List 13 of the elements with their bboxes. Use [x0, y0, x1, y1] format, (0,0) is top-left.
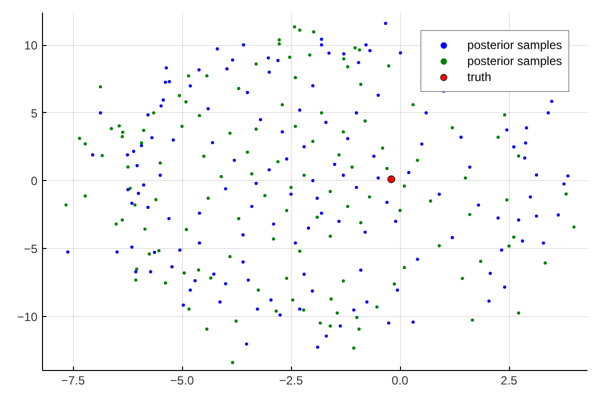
legend-label: posterior samples — [467, 37, 562, 53]
legend-label: truth — [467, 69, 492, 85]
x-tick-label: −2.5 — [279, 374, 304, 388]
x-tick-label: 2.5 — [500, 374, 518, 388]
y-tick-label: 10 — [24, 38, 38, 53]
y-tick-label: −5 — [24, 242, 38, 256]
x-tick-label: −7.5 — [61, 374, 86, 388]
x-tick-label: 0.0 — [392, 374, 409, 388]
y-tick-label: 0 — [30, 174, 38, 188]
legend-label: posterior samples — [467, 53, 562, 69]
y-tick-label: −10 — [17, 310, 38, 324]
y-tick-label: 5 — [30, 106, 38, 120]
x-tick-label: −5.0 — [170, 374, 194, 388]
